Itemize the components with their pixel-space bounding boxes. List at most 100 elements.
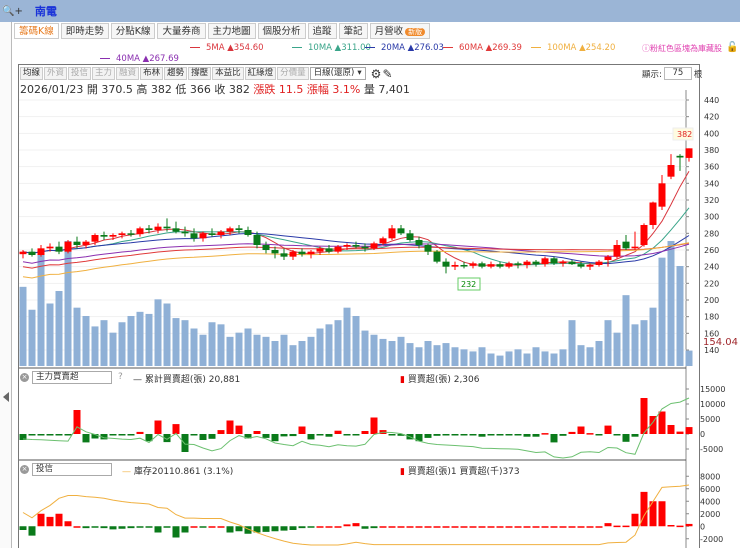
volume-bar xyxy=(541,351,549,366)
toolbar-btn-4[interactable]: 融資 xyxy=(116,67,140,80)
volume-bar xyxy=(190,328,198,366)
net-bar xyxy=(487,434,495,436)
tab-4[interactable]: 主力地圖 xyxy=(207,23,256,39)
toolbar-btn-9[interactable]: 紅綠燈 xyxy=(244,67,277,80)
toolbar-btn-0[interactable]: 均線 xyxy=(20,67,44,80)
toolbar-btn-8[interactable]: 本益比 xyxy=(212,67,244,80)
net-bar xyxy=(388,434,396,436)
net-bar xyxy=(505,434,513,436)
toolbar-btn-2[interactable]: 投信 xyxy=(68,67,92,80)
tab-5[interactable]: 個股分析 xyxy=(257,23,306,39)
net-bar xyxy=(289,526,297,530)
volume-bar xyxy=(127,316,135,366)
tab-8[interactable]: 月營收 新版 xyxy=(369,23,431,39)
close-panel-icon[interactable]: × xyxy=(20,373,29,382)
volume-bar xyxy=(109,332,117,366)
period-select[interactable]: 日線(還原) ▾ xyxy=(309,67,366,80)
net-bar xyxy=(298,526,306,529)
toolbar-btn-5[interactable]: 布林 xyxy=(140,67,164,80)
gear-icon[interactable]: ⚙ xyxy=(370,67,382,81)
toolbar-btn-3[interactable]: 主力 xyxy=(92,67,116,80)
net-bar xyxy=(433,526,441,528)
toolbar-btn-1[interactable]: 外資 xyxy=(44,67,68,80)
toolbar-btn-6[interactable]: 趨勢 xyxy=(164,67,188,80)
toolbar-btn-7[interactable]: 撐壓 xyxy=(188,67,212,80)
panel2-select[interactable]: 投信 xyxy=(32,463,112,476)
net-bar xyxy=(469,526,477,528)
net-bar xyxy=(82,526,90,529)
net-bar xyxy=(640,491,648,527)
net-bar xyxy=(523,434,531,437)
tab-3[interactable]: 大量券商 xyxy=(157,23,206,39)
volume-bar xyxy=(667,241,675,366)
net-bar xyxy=(343,524,351,527)
volume-bar xyxy=(685,350,693,366)
ma-line-swatch xyxy=(190,47,200,48)
net-bar xyxy=(289,434,297,437)
net-bar xyxy=(190,434,198,436)
candle-body xyxy=(37,248,45,255)
candle-body xyxy=(649,202,657,225)
volume-bar xyxy=(415,347,423,366)
panel2-legend2: ▮ 買賣超(張)1 買賣超(千)373 xyxy=(400,467,520,477)
candle-body xyxy=(613,244,621,257)
volume-bar xyxy=(559,349,567,366)
volume-bar xyxy=(424,341,432,366)
net-bar xyxy=(550,526,558,528)
volume-bar xyxy=(658,257,666,366)
tab-label: 主力地圖 xyxy=(212,26,251,37)
tab-label: 大量券商 xyxy=(162,26,201,37)
net-bar xyxy=(559,526,567,528)
net-bar xyxy=(451,526,459,528)
inventory-label: 庫存20110.861 (3.1%) xyxy=(133,467,234,477)
net-bar xyxy=(523,526,531,528)
lock-icon[interactable]: 🔓 xyxy=(726,42,739,53)
net-bar xyxy=(676,431,684,434)
candle-body xyxy=(523,261,531,265)
ma-legend-item: 100MA ▲254.20 xyxy=(531,43,615,53)
toolbar-btn-10[interactable]: 分價量 xyxy=(277,67,309,80)
display-count-input[interactable]: 75 xyxy=(663,67,692,80)
help-icon[interactable]: ? xyxy=(118,372,123,382)
volume-bar xyxy=(19,286,27,366)
y-tick-label: 180 xyxy=(704,313,719,322)
y-tick-label: 4000 xyxy=(700,497,720,506)
tab-1[interactable]: 即時走勢 xyxy=(60,23,109,39)
tab-7[interactable]: 筆記 xyxy=(338,23,368,39)
close-panel-icon[interactable]: × xyxy=(20,465,29,474)
collapse-arrow-icon[interactable] xyxy=(3,392,9,402)
close: 收 382 xyxy=(214,83,250,96)
candle-body xyxy=(379,238,387,244)
pct-change: 漲幅 3.1% xyxy=(306,83,361,96)
net-bar xyxy=(577,526,585,528)
net-label: 買賣超(張) 2,306 xyxy=(407,375,480,385)
volume-bar xyxy=(451,347,459,366)
tab-6[interactable]: 追蹤 xyxy=(307,23,337,39)
panel1-select[interactable]: 主力買賣超 xyxy=(32,371,112,384)
net-bar xyxy=(217,430,225,434)
net-bar xyxy=(487,526,495,528)
candle-body xyxy=(226,228,234,232)
left-collapse-pane xyxy=(0,22,12,548)
volume-bar xyxy=(181,320,189,366)
net-bar xyxy=(316,434,324,436)
net-bar xyxy=(262,434,270,438)
y-tick-label: 160 xyxy=(704,329,719,338)
pen-icon[interactable]: ✎ xyxy=(382,67,393,81)
ma-line-swatch xyxy=(292,47,302,48)
tab-0[interactable]: 籌碼K線 xyxy=(14,23,59,39)
net-bar xyxy=(586,526,594,528)
net-bar xyxy=(622,434,630,442)
candle-body xyxy=(118,233,126,235)
candle-body xyxy=(73,241,81,245)
zoom-tool-icon[interactable]: 🔍+ xyxy=(2,5,23,17)
tab-2[interactable]: 分點K線 xyxy=(110,23,156,39)
net-bar xyxy=(217,526,225,528)
candle-body xyxy=(235,228,243,230)
candle-body xyxy=(46,246,54,249)
net-bar xyxy=(325,434,333,437)
candle-body xyxy=(298,251,306,255)
candle-body xyxy=(541,258,549,265)
last-price-label: 382 xyxy=(677,130,692,139)
